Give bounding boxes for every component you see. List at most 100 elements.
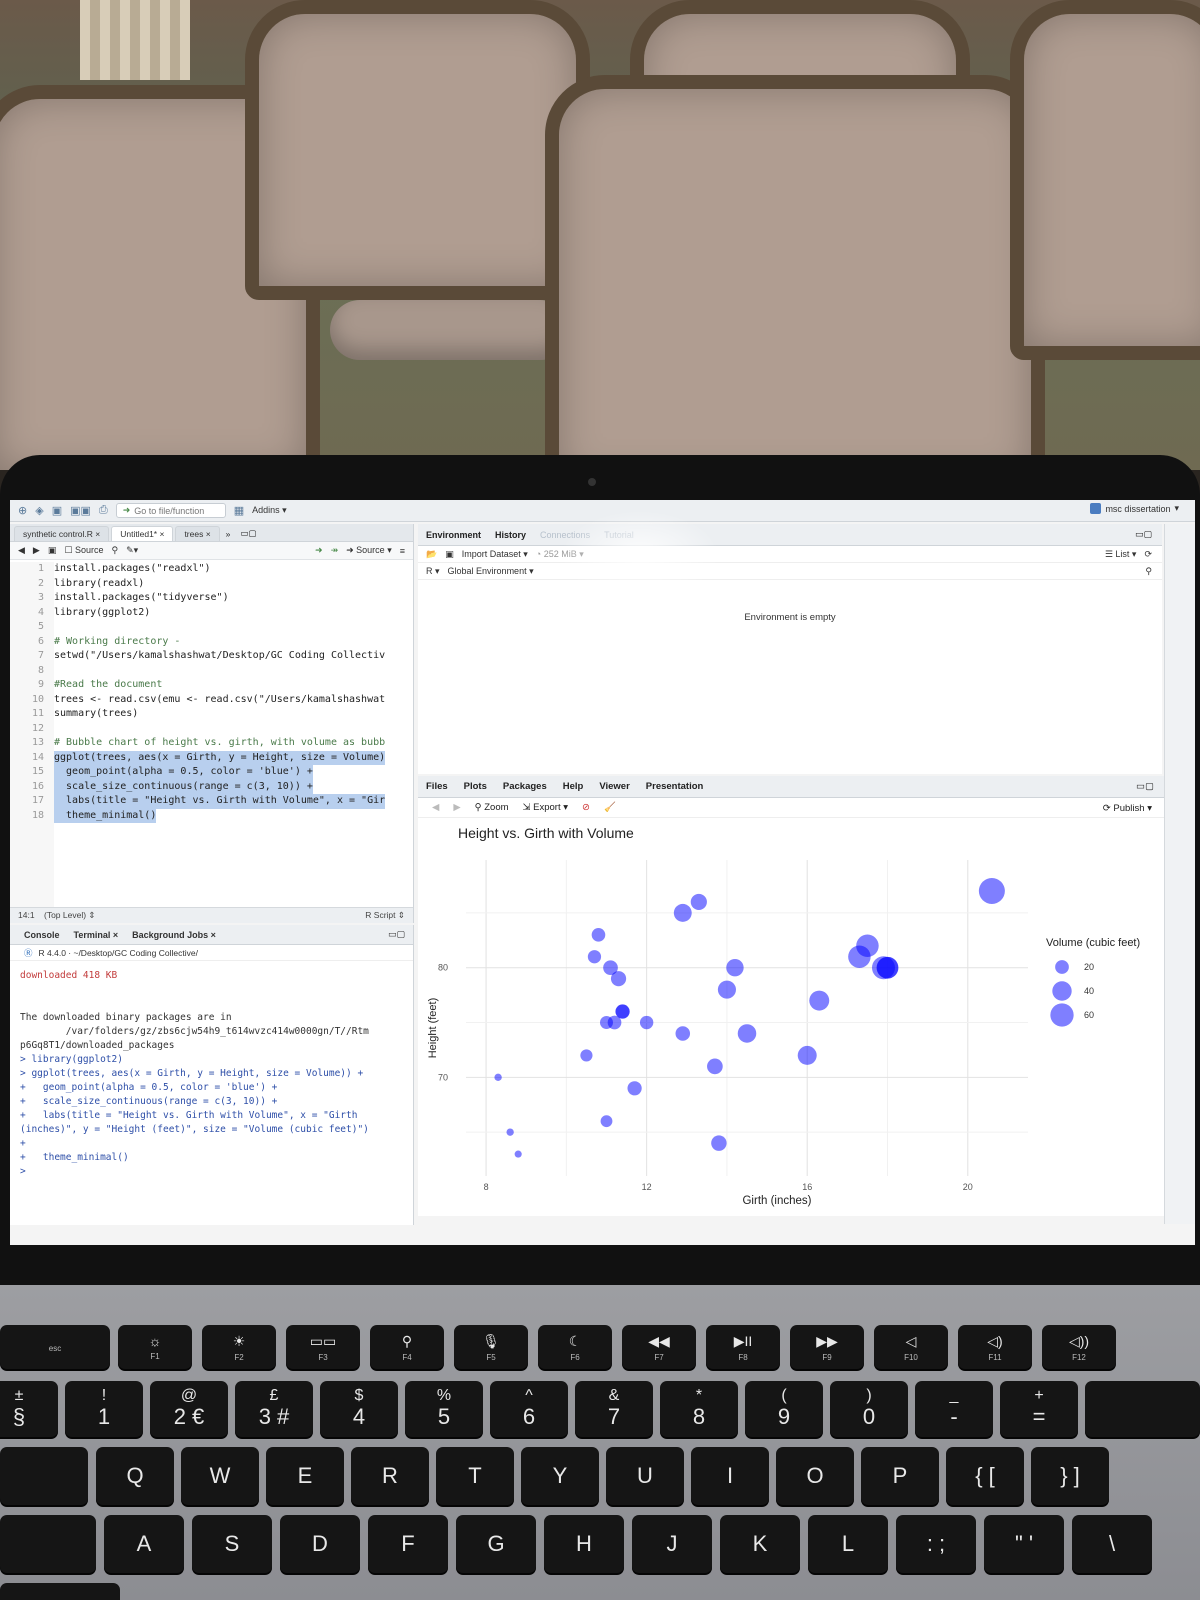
code-tools-icon[interactable]: ✎▾	[126, 545, 139, 555]
prev-plot-icon[interactable]: ◀	[432, 802, 440, 813]
source-on-save-checkbox[interactable]: ☐ Source	[64, 545, 104, 555]
key-9[interactable]: P	[861, 1447, 939, 1505]
key-0[interactable]: Q	[96, 1447, 174, 1505]
key-f8[interactable]: ▶II F8	[706, 1325, 780, 1369]
key-5[interactable]: Y	[521, 1447, 599, 1505]
code-line[interactable]: 16 scale_size_continuous(range = c(3, 10…	[10, 779, 413, 794]
key-num-7[interactable]: & 7	[575, 1381, 653, 1437]
key-f2[interactable]: ☀ F2	[202, 1325, 276, 1369]
code-line[interactable]: 11 summary(trees)	[10, 707, 413, 722]
tab-background-jobs[interactable]: Background Jobs ×	[132, 929, 216, 940]
save-workspace-icon[interactable]: ▣	[445, 548, 454, 559]
tab-presentation[interactable]: Presentation	[645, 781, 704, 792]
code-line[interactable]: 14 ggplot(trees, aes(x = Girth, y = Heigh…	[10, 750, 413, 765]
console-output[interactable]: downloaded 418 KB The downloaded binary …	[10, 961, 413, 1187]
key-f1[interactable]: ☼ F1	[118, 1325, 192, 1369]
back-icon[interactable]: ◀	[18, 545, 25, 555]
tab-plots[interactable]: Plots	[463, 781, 487, 792]
key-f12[interactable]: ◁)) F12	[1042, 1325, 1116, 1369]
code-line[interactable]: 1 install.packages("readxl")	[10, 562, 413, 577]
code-line[interactable]: 3 install.packages("tidyverse")	[10, 591, 413, 606]
print-icon[interactable]: ⎙	[98, 504, 108, 516]
key-home-7[interactable]: K	[720, 1515, 800, 1573]
more-tabs-icon[interactable]: »	[225, 529, 231, 539]
file-type-menu[interactable]: R Script ⇕	[365, 910, 405, 920]
tab-packages[interactable]: Packages	[502, 781, 547, 792]
open-project-icon[interactable]: ◈	[35, 505, 44, 517]
key-home-9[interactable]: : ;	[896, 1515, 976, 1573]
tab-connections[interactable]: Connections	[540, 529, 591, 540]
code-line[interactable]: 2 library(readxl)	[10, 576, 413, 591]
run-icon[interactable]: ➜	[315, 545, 323, 555]
key-home-3[interactable]: F	[368, 1515, 448, 1573]
key-home-2[interactable]: D	[280, 1515, 360, 1573]
tab-terminal[interactable]: Terminal ×	[73, 929, 119, 940]
tab-trees[interactable]: trees ×	[175, 526, 220, 541]
code-line[interactable]: 7 setwd("/Users/kamalshashwat/Desktop/GC …	[10, 649, 413, 664]
global-environment-menu[interactable]: Global Environment ▾	[447, 565, 534, 576]
key-num-4[interactable]: $4	[320, 1381, 398, 1437]
code-line[interactable]: 4 library(ggplot2)	[10, 605, 413, 620]
code-line[interactable]: 18 theme_minimal()	[10, 808, 413, 823]
outline-icon[interactable]: ≡	[399, 545, 405, 556]
key-num-9[interactable]: (9	[745, 1381, 823, 1437]
code-line[interactable]: 13 # Bubble chart of height vs. girth, wi…	[10, 736, 413, 751]
tab-tutorial[interactable]: Tutorial	[604, 529, 634, 540]
key-num-12[interactable]: + =	[1000, 1381, 1078, 1437]
code-line[interactable]: 12	[10, 721, 413, 736]
key-f3[interactable]: ▭▭ F3	[286, 1325, 360, 1369]
key-num-2[interactable]: @2 €	[150, 1381, 228, 1437]
code-line[interactable]: 15 geom_point(alpha = 0.5, color = 'blue…	[10, 765, 413, 780]
key-home-0[interactable]: A	[104, 1515, 184, 1573]
key-esc[interactable]: esc	[0, 1325, 110, 1369]
publish-button[interactable]: ⟳ Publish ▾	[1102, 803, 1152, 814]
key-7[interactable]: I	[691, 1447, 769, 1505]
code-line[interactable]: 8	[10, 663, 413, 678]
key-home-4[interactable]: G	[456, 1515, 536, 1573]
project-menu[interactable]: msc dissertation ▾	[1090, 503, 1179, 514]
search-icon[interactable]: ⚲	[111, 545, 119, 555]
key-f6[interactable]: ☾ F6	[538, 1325, 612, 1369]
key-f9[interactable]: ▶▶ F9	[790, 1325, 864, 1369]
minimize-pane-icon[interactable]: ▭▢	[240, 528, 257, 538]
remove-plot-icon[interactable]: ⊘	[582, 802, 590, 813]
load-workspace-icon[interactable]: 📂	[426, 548, 438, 559]
tab-console[interactable]: Console	[24, 929, 60, 940]
key-home-1[interactable]: S	[192, 1515, 272, 1573]
refresh-icon[interactable]: ⟳	[1144, 548, 1152, 559]
key-11[interactable]: } ]	[1031, 1447, 1109, 1505]
code-line[interactable]: 6 # Working directory -	[10, 634, 413, 649]
key-num-0[interactable]: ± §	[0, 1381, 58, 1437]
save-file-icon[interactable]: ▣	[47, 545, 57, 555]
save-icon[interactable]: ▣	[51, 505, 63, 517]
key-8[interactable]: O	[776, 1447, 854, 1505]
key-f7[interactable]: ◀◀ F7	[622, 1325, 696, 1369]
key-f10[interactable]: ◁ F10	[874, 1325, 948, 1369]
key-home-5[interactable]: H	[544, 1515, 624, 1573]
next-plot-icon[interactable]: ▶	[453, 802, 461, 813]
import-dataset-button[interactable]: Import Dataset ▾	[461, 548, 528, 559]
scope-indicator[interactable]: (Top Level)	[44, 910, 87, 920]
tab-help[interactable]: Help	[562, 781, 584, 792]
key-num-11[interactable]: _ -	[915, 1381, 993, 1437]
tab-history[interactable]: History	[495, 529, 527, 540]
addins-menu[interactable]: Addins ▾	[252, 505, 287, 515]
key-num-5[interactable]: % 5	[405, 1381, 483, 1437]
key-num-3[interactable]: £3 #	[235, 1381, 313, 1437]
tab-environment[interactable]: Environment	[426, 529, 482, 540]
code-line[interactable]: 5	[10, 620, 413, 635]
grid-layout-icon[interactable]: ▦	[233, 505, 245, 517]
code-line[interactable]: 10 trees <- read.csv(emu <- read.csv("/Us…	[10, 692, 413, 707]
code-editor[interactable]: 1 install.packages("readxl") 2 library(read…	[10, 562, 413, 907]
memory-usage[interactable]: ◔ 252 MiB ▾	[535, 548, 584, 559]
env-search-icon[interactable]: ⚲	[1145, 565, 1152, 576]
minimize-plots-icon[interactable]: ▭▢	[1136, 781, 1154, 792]
tab-files[interactable]: Files	[426, 781, 448, 792]
goto-file-input[interactable]: ➜ Go to file/function	[115, 503, 226, 518]
tab-viewer[interactable]: Viewer	[599, 781, 630, 792]
key-3[interactable]: R	[351, 1447, 429, 1505]
minimize-environment-icon[interactable]: ▭▢	[1134, 529, 1152, 539]
code-line[interactable]: 17 labs(title = "Height vs. Girth with V…	[10, 794, 413, 809]
new-file-icon[interactable]: ⊕	[18, 505, 28, 517]
export-button[interactable]: ⇲ Export ▾	[522, 802, 569, 813]
